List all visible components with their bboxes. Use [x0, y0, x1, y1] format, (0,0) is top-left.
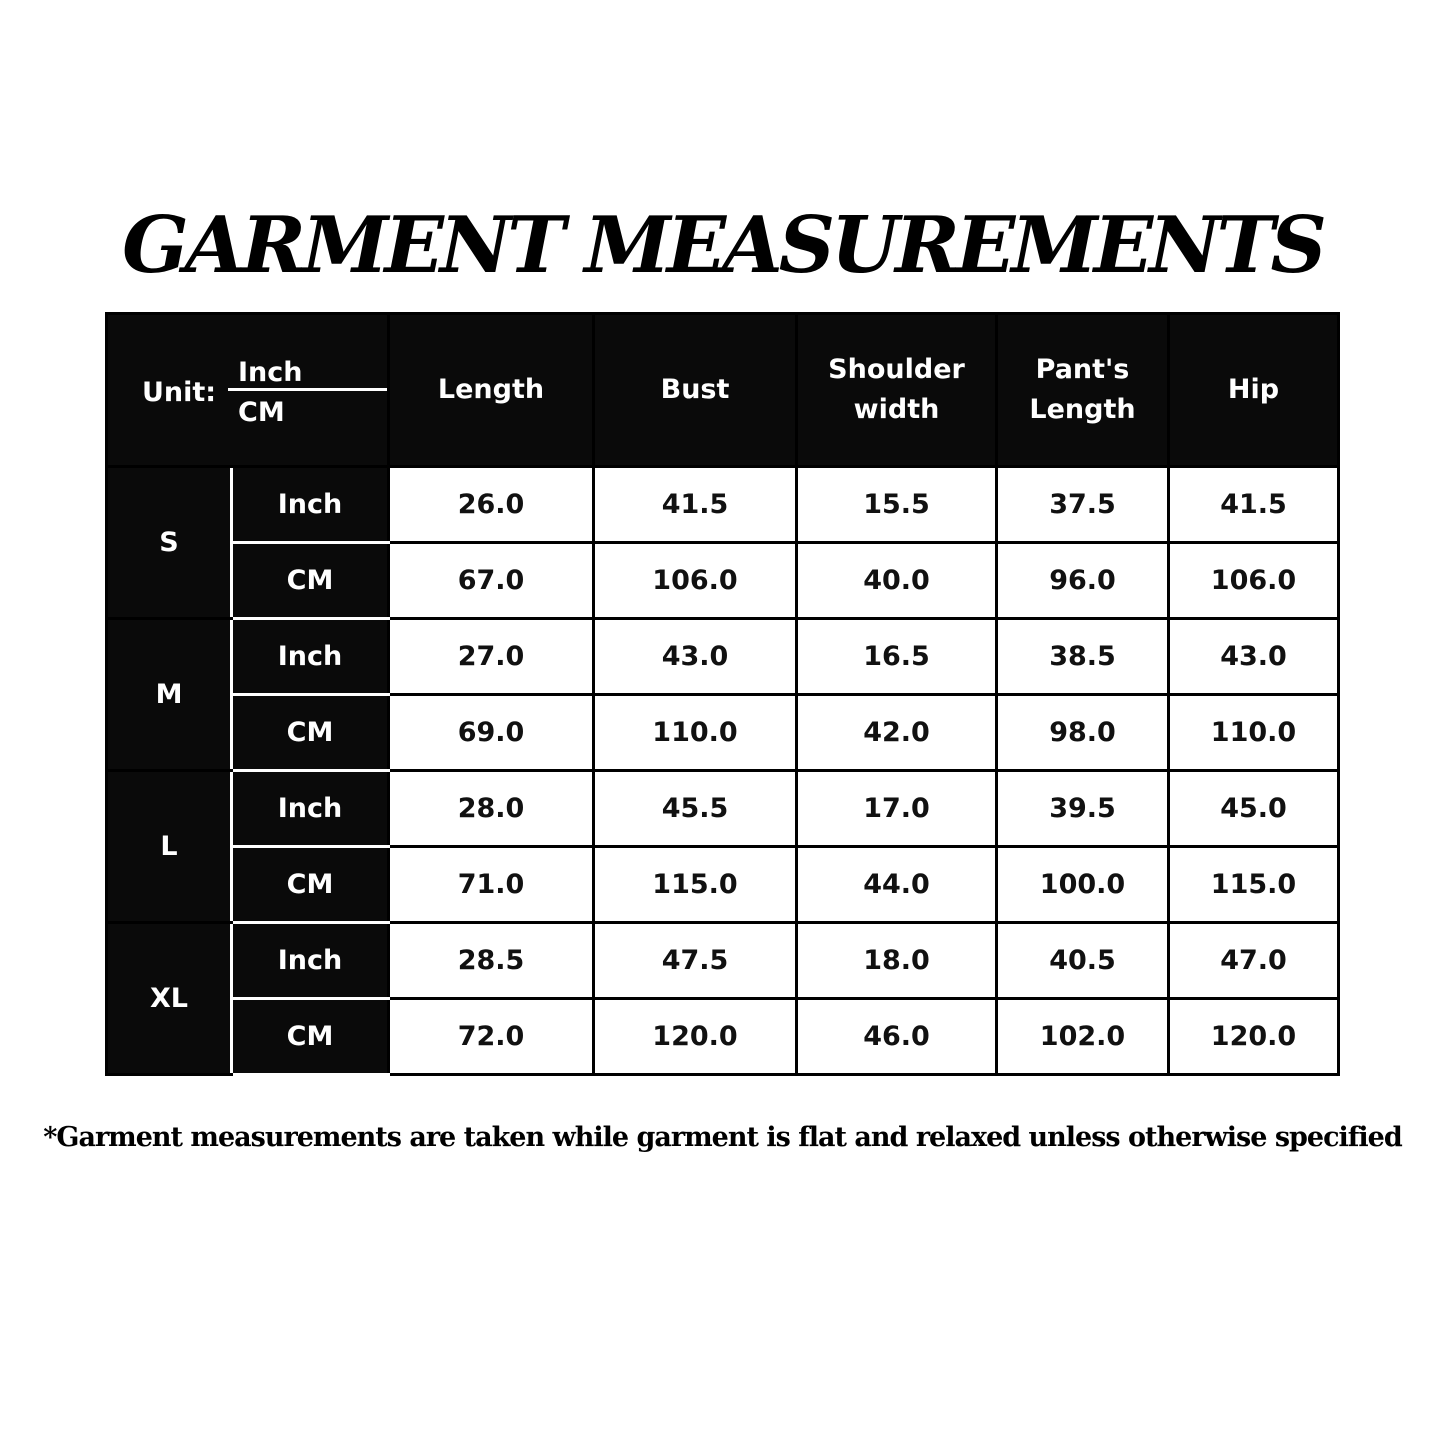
measurement-cell: 17.0 [795, 769, 998, 848]
unit-cell: Inch [230, 617, 390, 696]
measurement-cell: 40.0 [795, 541, 998, 620]
measurement-cell: 43.0 [592, 617, 798, 696]
unit-header: Unit: Inch CM [105, 312, 390, 468]
unit-divider [228, 388, 387, 391]
unit-cell: CM [230, 997, 390, 1076]
measurement-cell: 47.0 [1167, 921, 1340, 1000]
measurement-cell: 16.5 [795, 617, 998, 696]
unit-cell: Inch [230, 921, 390, 1000]
measurement-cell: 106.0 [592, 541, 798, 620]
table-row: XL Inch 28.5 47.5 18.0 40.5 47.0 [105, 921, 1340, 1076]
measurement-cell: 28.0 [387, 769, 595, 848]
unit-inch-label: Inch [238, 357, 303, 388]
unit-label: Unit: [142, 377, 217, 408]
measurement-cell: 110.0 [592, 693, 798, 772]
measurement-cell: 106.0 [1167, 541, 1340, 620]
unit-cell: Inch [230, 769, 390, 848]
page-title: GARMENT MEASUREMENTS [122, 200, 1327, 291]
measurement-cell: 98.0 [995, 693, 1170, 772]
measurement-cell: 69.0 [387, 693, 595, 772]
measurement-cell: 28.5 [387, 921, 595, 1000]
measurement-cell: 110.0 [1167, 693, 1340, 772]
measurement-cell: 115.0 [1167, 845, 1340, 924]
column-header-bust: Bust [592, 312, 798, 468]
column-header-hip: Hip [1167, 312, 1340, 468]
measurement-cell: 42.0 [795, 693, 998, 772]
measurement-cell: 27.0 [387, 617, 595, 696]
measurement-cell: 43.0 [1167, 617, 1340, 696]
measurement-cell: 39.5 [995, 769, 1170, 848]
table-row: S Inch 26.0 41.5 15.5 37.5 41.5 [105, 465, 1340, 620]
size-label: XL [105, 921, 233, 1076]
measurement-cell: 47.5 [592, 921, 798, 1000]
footnote: *Garment measurements are taken while ga… [43, 1122, 1402, 1153]
unit-cm-label: CM [238, 397, 285, 428]
unit-cell: Inch [230, 465, 390, 544]
table-row: CM 69.0 110.0 42.0 98.0 110.0 [107, 693, 1340, 772]
size-label: M [105, 617, 233, 772]
table-row: CM 67.0 106.0 40.0 96.0 106.0 [107, 541, 1340, 620]
column-header-length: Length [387, 312, 595, 468]
measurement-cell: 46.0 [795, 997, 998, 1076]
measurement-cell: 41.5 [592, 465, 798, 544]
unit-cell: CM [230, 693, 390, 772]
unit-cell: CM [230, 845, 390, 924]
measurement-cell: 41.5 [1167, 465, 1340, 544]
table-row: L Inch 28.0 45.5 17.0 39.5 45.0 [105, 769, 1340, 924]
table-row: CM 72.0 120.0 46.0 102.0 120.0 [107, 997, 1340, 1076]
measurement-cell: 72.0 [387, 997, 595, 1076]
measurement-cell: 37.5 [995, 465, 1170, 544]
measurement-cell: 71.0 [387, 845, 595, 924]
measurement-cell: 115.0 [592, 845, 798, 924]
measurement-cell: 67.0 [387, 541, 595, 620]
column-header-shoulder-width: Shoulder width [795, 312, 998, 468]
measurement-cell: 100.0 [995, 845, 1170, 924]
measurement-cell: 44.0 [795, 845, 998, 924]
measurement-cell: 120.0 [1167, 997, 1340, 1076]
size-label: L [105, 769, 233, 924]
measurement-cell: 40.5 [995, 921, 1170, 1000]
measurement-cell: 96.0 [995, 541, 1170, 620]
column-header-pants-length: Pant's Length [995, 312, 1170, 468]
measurement-cell: 45.5 [592, 769, 798, 848]
measurement-cell: 38.5 [995, 617, 1170, 696]
measurement-cell: 120.0 [592, 997, 798, 1076]
size-label: S [105, 465, 233, 620]
measurement-cell: 45.0 [1167, 769, 1340, 848]
header-row: Unit: Inch CM Length Bust Shoulder width… [105, 312, 1340, 468]
measurement-cell: 102.0 [995, 997, 1170, 1076]
measurement-cell: 15.5 [795, 465, 998, 544]
size-chart-table: Unit: Inch CM Length Bust Shoulder width… [105, 312, 1340, 1076]
measurement-cell: 18.0 [795, 921, 998, 1000]
table-row: CM 71.0 115.0 44.0 100.0 115.0 [107, 845, 1340, 924]
table-row: M Inch 27.0 43.0 16.5 38.5 43.0 [105, 617, 1340, 772]
measurement-cell: 26.0 [387, 465, 595, 544]
unit-cell: CM [230, 541, 390, 620]
